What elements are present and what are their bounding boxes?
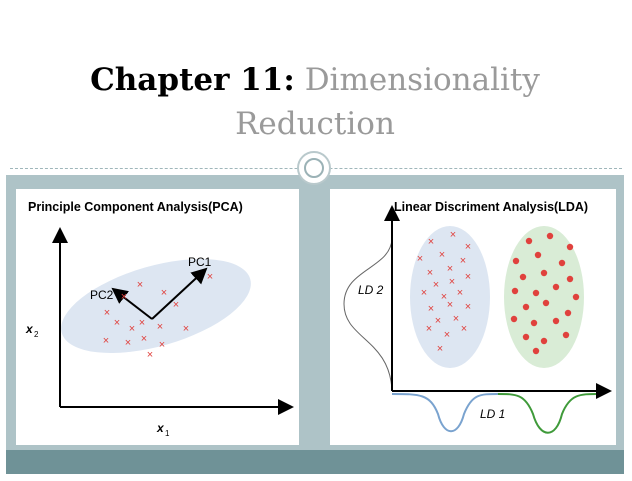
lda-class2-point	[512, 257, 520, 265]
lda-diagram: Linear Discriment Analysis(LDA) LD 1 LD …	[343, 200, 612, 434]
lda-class1-point: ×	[450, 229, 456, 241]
pc2-label: PC2	[90, 288, 114, 302]
title-area: Chapter 11: Dimensionality Reduction	[6, 6, 624, 170]
lda-class2-point	[566, 275, 574, 283]
lda-figure: Linear Discriment Analysis(LDA) LD 1 LD …	[330, 189, 616, 445]
lda-class1-point: ×	[417, 253, 423, 265]
pca-data-point: ×	[137, 279, 143, 291]
pca-x-axis-subscript: 1	[165, 429, 170, 438]
lda-class1-point: ×	[447, 299, 453, 311]
lda-class1-point: ×	[427, 267, 433, 279]
pca-data-point: ×	[121, 291, 127, 303]
lda-class1-point: ×	[465, 271, 471, 283]
divider-circle-inner	[304, 158, 324, 178]
lda-class2-point	[558, 259, 566, 267]
lda-class2-point	[540, 269, 548, 277]
lda-class2-point	[522, 333, 530, 341]
lda-class2-point	[552, 283, 560, 291]
ld2-label: LD 2	[358, 283, 384, 297]
pca-data-point: ×	[183, 323, 189, 335]
lda-class2-point	[564, 309, 572, 317]
pca-data-point: ×	[104, 307, 110, 319]
ld1-label: LD 1	[480, 407, 505, 421]
lda-class2-point	[530, 319, 538, 327]
lda-heading: Linear Discriment Analysis(LDA)	[394, 200, 588, 214]
lda-class2-point	[532, 289, 540, 297]
lda-class2-point	[546, 232, 554, 240]
lda-class1-point: ×	[433, 279, 439, 291]
pca-y-axis-label: x	[25, 322, 34, 336]
title-topic-line1: Dimensionality	[304, 62, 540, 98]
pca-y-axis-subscript: 2	[34, 330, 39, 339]
lda-class1-point: ×	[449, 276, 455, 288]
lda-class1-point: ×	[447, 263, 453, 275]
pca-heading: Principle Component Analysis(PCA)	[28, 200, 243, 214]
lda-green-distribution-curve	[497, 393, 599, 434]
lda-class1-point: ×	[428, 236, 434, 248]
lda-y-distribution-curve	[343, 238, 393, 392]
divider-circle-ornament	[297, 151, 331, 185]
pca-data-point: ×	[159, 339, 165, 351]
lda-class1-point: ×	[460, 255, 466, 267]
pc2-arrow	[111, 287, 153, 320]
pca-data-point: ×	[207, 271, 213, 283]
lda-class2-point	[532, 347, 540, 355]
lda-class1-point: ×	[428, 303, 434, 315]
lda-class2-point	[566, 243, 574, 251]
pca-data-point: ×	[161, 287, 167, 299]
lda-class2-point	[522, 303, 530, 311]
pca-data-point: ×	[129, 323, 135, 335]
lda-class1-point: ×	[421, 287, 427, 299]
lda-class1-point: ×	[426, 323, 432, 335]
lda-class1-point: ×	[444, 329, 450, 341]
lda-class2-point	[562, 331, 570, 339]
lda-class2-point	[542, 299, 550, 307]
lda-class2-point	[540, 337, 548, 345]
pca-diagram: Principle Component Analysis(PCA) PC1 PC…	[25, 200, 294, 438]
lda-class1-point: ×	[465, 241, 471, 253]
pca-data-point: ×	[125, 337, 131, 349]
pca-data-point: ×	[141, 333, 147, 345]
lda-class1-point: ×	[457, 287, 463, 299]
lda-class2-point	[519, 273, 527, 281]
lda-class2-point	[510, 315, 518, 323]
lda-class1-points: ×××× × ×× ×× × ×× × ×× × ×× ×× × ××	[417, 229, 471, 355]
pca-x-axis-label: x	[156, 421, 165, 435]
lda-class1-point: ×	[453, 313, 459, 325]
lda-class2-points	[510, 232, 580, 355]
lda-class1-point: ×	[441, 291, 447, 303]
pca-data-point: ×	[157, 321, 163, 333]
pca-data-point: ×	[114, 317, 120, 329]
lda-class1-point: ×	[437, 343, 443, 355]
lda-class2-point	[572, 293, 580, 301]
lda-class1-point: ×	[461, 323, 467, 335]
pc1-arrow	[151, 267, 208, 320]
pca-data-point: ×	[173, 299, 179, 311]
lda-class2-point	[525, 237, 533, 245]
lda-class2-point	[552, 317, 560, 325]
title-topic-line2: Reduction	[235, 106, 395, 142]
pca-data-point: ×	[103, 335, 109, 347]
lda-class1-point: ×	[465, 301, 471, 313]
slide-title: Chapter 11: Dimensionality Reduction	[6, 58, 624, 146]
pca-figure: Principle Component Analysis(PCA) PC1 PC…	[16, 189, 299, 445]
lda-class1-point: ×	[439, 249, 445, 261]
lda-class2-point	[534, 251, 542, 259]
pca-cluster-ellipse	[61, 259, 251, 353]
lda-blue-distribution-curve	[391, 393, 499, 433]
lda-cluster-blue	[410, 226, 490, 368]
pca-data-point: ×	[147, 349, 153, 361]
pca-data-points: ×× ××××× × × × ××× × ××	[103, 271, 213, 361]
footer-bar	[6, 450, 624, 474]
pca-data-point: ×	[139, 317, 145, 329]
title-chapter: Chapter 11:	[90, 62, 295, 98]
pc1-label: PC1	[188, 255, 212, 269]
lda-class2-point	[511, 287, 519, 295]
lda-class1-point: ×	[435, 315, 441, 327]
